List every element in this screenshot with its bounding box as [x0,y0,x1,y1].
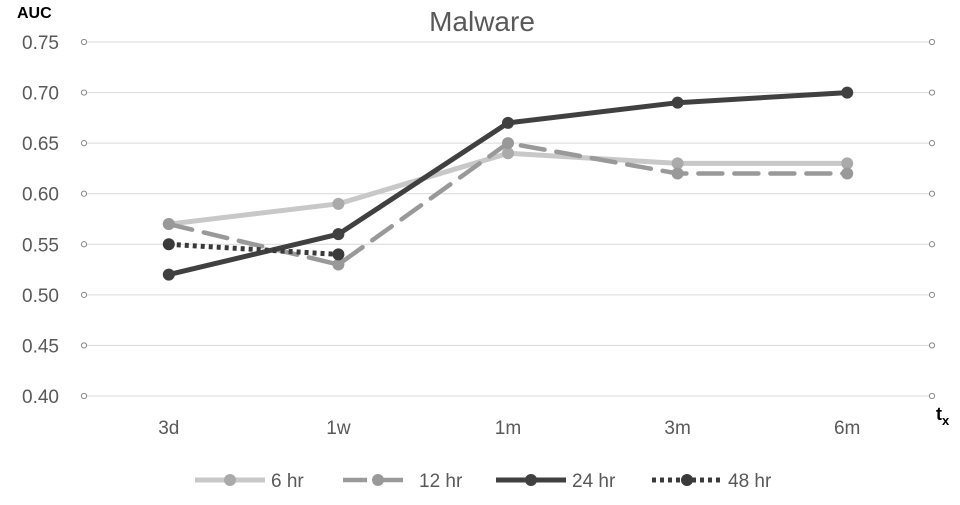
y-tick-label: 0.75 [22,33,59,54]
data-point [502,147,514,160]
x-tick-label: 3m [664,418,690,439]
data-point [671,157,684,170]
data-point [841,167,854,180]
legend-label: 48 hr [728,471,772,492]
x-tick-label: 1w [326,418,351,439]
grid-end-marker [80,392,88,400]
legend-swatch-marker [525,474,537,486]
data-point [502,137,514,150]
grid-end-marker [928,38,936,46]
x-axis-label-sub: x [942,413,950,428]
legend: 6 hr 12 hr 24 hr 48 hr [195,471,772,492]
grid-end-marker [80,89,88,96]
legend-swatch-marker [681,474,693,486]
y-tick-label: 0.55 [22,235,59,256]
x-tick-labels: 3d 1w 1m 3m 6m [158,418,860,439]
chart-title: Malware [429,6,535,37]
x-tick-label: 3d [158,418,179,439]
legend-label: 6 hr [271,471,304,492]
gridlines [80,38,936,400]
grid-end-marker [928,241,936,248]
y-axis-label: AUC [17,5,52,22]
x-axis-label: tx [936,404,950,428]
data-point [162,238,175,251]
data-point [162,218,175,231]
grid-end-marker [80,241,88,248]
grid-end-marker [80,291,88,298]
data-point [162,268,175,281]
x-tick-label: 1m [495,418,521,439]
grid-end-marker [928,140,936,147]
grid-end-marker [928,342,936,349]
legend-label: 24 hr [572,471,616,492]
series-lines [162,86,854,281]
grid-end-marker [80,190,88,197]
legend-label: 12 hr [419,471,463,492]
data-point [332,228,345,241]
grid-end-marker [928,89,936,96]
grid-end-marker [80,38,88,46]
data-point [332,258,345,271]
grid-end-marker [80,140,88,147]
grid-end-marker [928,392,936,400]
data-point [332,197,345,210]
y-tick-label: 0.70 [22,84,59,105]
y-tick-label: 0.60 [22,185,59,206]
grid-end-marker [80,342,88,349]
grid-end-marker [928,190,936,197]
y-tick-label: 0.40 [22,387,59,408]
data-point [332,248,345,261]
series-line [166,150,850,227]
y-tick-label: 0.65 [22,134,59,155]
y-tick-label: 0.45 [22,336,59,357]
data-point [841,86,854,99]
data-point [671,167,684,180]
data-point [841,157,854,170]
legend-swatch-marker [372,474,384,486]
legend-swatch-marker [224,474,236,486]
grid-end-marker [928,291,936,298]
x-axis-label-main: t [936,404,942,424]
data-point [502,116,514,129]
y-tick-label: 0.50 [22,286,59,307]
y-tick-labels: 0.40 0.45 0.50 0.55 0.60 0.65 0.70 0.75 [22,33,59,408]
x-tick-label: 6m [834,418,860,439]
data-point [671,96,684,109]
